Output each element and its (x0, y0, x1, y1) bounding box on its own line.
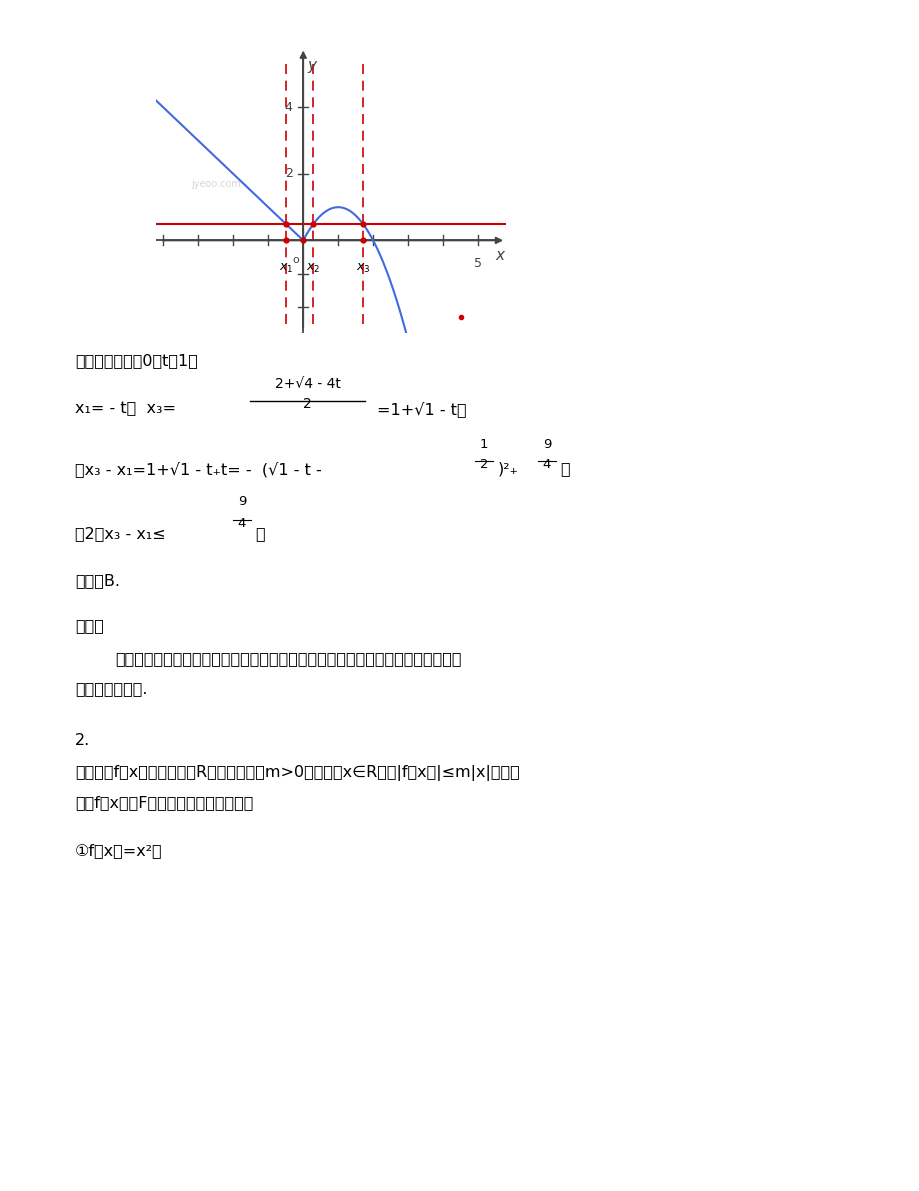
Text: =1+√1 - t，: =1+√1 - t， (377, 401, 466, 417)
Text: 故选：B.: 故选：B. (75, 573, 119, 588)
Text: $x_1$: $x_1$ (278, 262, 292, 275)
Text: 本题考查了学生作图的能力及数形结合的思想应用，同时考查了配方及换元法的应: 本题考查了学生作图的能力及数形结合的思想应用，同时考查了配方及换元法的应 (115, 651, 461, 666)
Text: 9: 9 (542, 438, 550, 451)
Text: 2: 2 (479, 459, 488, 472)
Text: 5: 5 (473, 257, 482, 270)
Text: 4: 4 (285, 101, 292, 114)
Text: 4: 4 (237, 517, 246, 530)
Text: y: y (307, 57, 316, 73)
Text: x₁= - t，  x₃=: x₁= - t， x₃= (75, 401, 176, 417)
Text: 2: 2 (285, 168, 292, 181)
Text: 已知函数f（x）的定义域为R，若存在常数m>0，对任意x∈R，有|f（x）|≤m|x|，则称: 已知函数f（x）的定义域为R，若存在常数m>0，对任意x∈R，有|f（x）|≤m… (75, 766, 519, 781)
Text: x: x (495, 248, 504, 263)
Text: 2.: 2. (75, 734, 90, 748)
Text: 9: 9 (237, 495, 246, 509)
Text: )²₊: )²₊ (497, 461, 518, 476)
Text: 用，属于中档题.: 用，属于中档题. (75, 681, 147, 697)
Text: 点评：: 点评： (75, 618, 104, 634)
Text: ；: ； (560, 461, 569, 476)
Text: 故2＜x₃ - x₁≤: 故2＜x₃ - x₁≤ (75, 526, 165, 542)
Text: 1: 1 (479, 438, 488, 451)
Text: jyeoo.com: jyeoo.com (190, 179, 241, 189)
Text: ；: ； (255, 526, 265, 542)
Text: 4: 4 (542, 459, 550, 472)
Text: 函数f（x）为F－函数．给出下列函数：: 函数f（x）为F－函数．给出下列函数： (75, 796, 253, 810)
Text: 结合图象可知，0＜t＜1；: 结合图象可知，0＜t＜1； (75, 354, 198, 368)
Text: 2: 2 (302, 398, 312, 411)
Text: ①f（x）=x²；: ①f（x）=x²； (75, 843, 163, 859)
Text: 故x₃ - x₁=1+√1 - t₊t= -  (√1 - t -: 故x₃ - x₁=1+√1 - t₊t= - (√1 - t - (75, 461, 322, 478)
Text: 2+√4 - 4t: 2+√4 - 4t (274, 378, 340, 392)
Text: o: o (292, 255, 300, 266)
Text: $x_3$: $x_3$ (356, 262, 369, 275)
Text: $x_2$: $x_2$ (306, 262, 321, 275)
